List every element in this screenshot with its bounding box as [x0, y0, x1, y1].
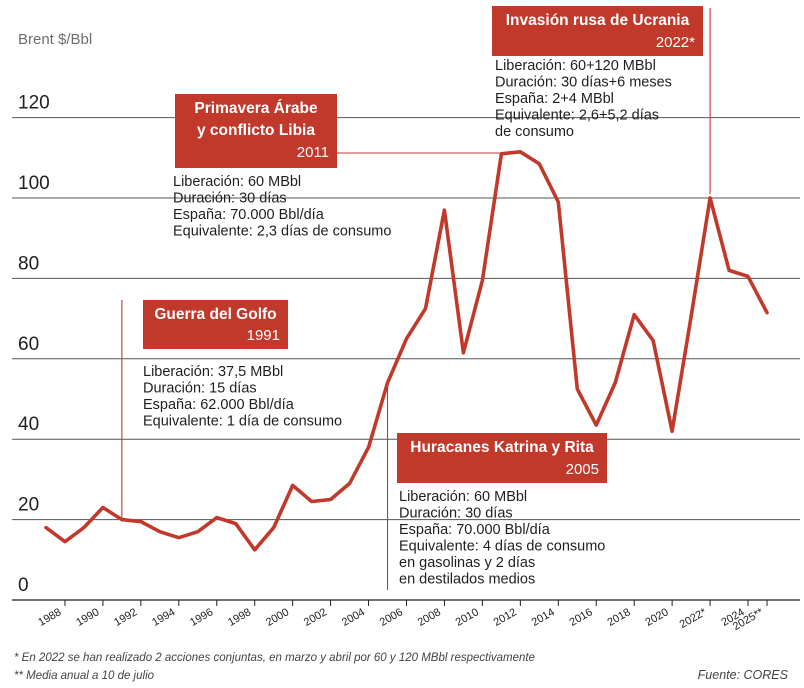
x-tick-label: 2018: [605, 606, 632, 629]
x-tick-label: 2014: [530, 606, 557, 629]
footnote-2: ** Media anual a 10 de julio: [14, 670, 155, 682]
x-tick-label: 2006: [378, 606, 405, 629]
annotation-detail-line: Duración: 30 días+6 meses: [495, 75, 672, 91]
x-tick-label: 1988: [36, 606, 63, 629]
annotation-detail-line: Equivalente: 4 días de consumo: [399, 539, 605, 555]
annotations: Guerra del Golfo 1991 Liberación: 37,5 MBb…: [143, 6, 703, 588]
annotation-detail-line: Duración: 15 días: [143, 381, 257, 397]
y-tick-labels: 0 20 40 60 80 100 120: [18, 93, 50, 596]
x-tick-label: 2012: [492, 606, 519, 629]
brent-price-line: [44, 150, 769, 552]
annotation-title: Invasión rusa de Ucrania: [506, 12, 690, 29]
annotation-detail-line: en destilados medios: [399, 572, 535, 588]
x-tick-label: 1994: [150, 606, 177, 629]
annotation-title: Guerra del Golfo: [154, 306, 276, 323]
y-tick-label: 100: [18, 173, 50, 194]
annotation-detail-line: Liberación: 60 MBbl: [173, 174, 301, 190]
annotation-title: Huracanes Katrina y Rita: [410, 439, 594, 456]
annotation-2005: Huracanes Katrina y Rita 2005: [397, 433, 607, 483]
annotation-detail-line: Equivalente: 2,6+5,2 días: [495, 108, 659, 124]
annotation-year: 1991: [247, 327, 280, 344]
footer: * En 2022 se han realizado 2 acciones co…: [14, 652, 789, 682]
x-tick-label: 1998: [226, 606, 253, 629]
annotation-2011: Primavera Árabe y conflicto Libia 2011: [175, 94, 337, 168]
annotation-detail-line: de consumo: [495, 124, 574, 140]
x-axis: 1988 1990 1992 1994 1996 1998 2000 2002 2004 2006…: [12, 599, 800, 633]
annotation-detail-line: España: 62.000 Bbl/día: [143, 397, 295, 413]
x-tick-label: 2010: [454, 606, 481, 629]
x-tick-label: 2002: [302, 606, 329, 629]
annotation-detail-line: Liberación: 37,5 MBbl: [143, 364, 283, 380]
annotation-title: y conflicto Libia: [197, 122, 315, 139]
grid: [12, 117, 800, 521]
y-tick-label: 80: [18, 253, 39, 274]
annotation-detail-line: España: 70.000 Bbl/día: [399, 522, 551, 538]
x-tick-label: 2008: [416, 606, 443, 629]
annotation-detail-line: España: 70.000 Bbl/día: [173, 207, 325, 223]
annotation-box: [397, 433, 607, 483]
annotation-detail-line: Equivalente: 2,3 días de consumo: [173, 224, 391, 240]
x-tick-label: 1992: [112, 606, 139, 629]
y-tick-label: 120: [18, 93, 50, 114]
annotation-box: [492, 6, 703, 56]
series: [44, 150, 769, 552]
annotation-1991: Guerra del Golfo 1991: [143, 300, 288, 349]
annotation-detail-line: Liberación: 60+120 MBbl: [495, 58, 656, 74]
annotation-title: Primavera Árabe: [194, 100, 318, 117]
y-tick-label: 60: [18, 334, 39, 355]
annotation-year: 2011: [297, 144, 329, 161]
annotation-detail-line: España: 2+4 MBbl: [495, 91, 614, 107]
annotation-box: [175, 94, 337, 168]
x-tick-label: 2020: [643, 606, 670, 629]
x-tick-label: 1990: [74, 606, 101, 629]
annotation-connectors: [121, 8, 711, 590]
x-tick-label: 1996: [188, 606, 215, 629]
y-tick-label: 40: [18, 414, 39, 435]
annotation-detail-line: en gasolinas y 2 días: [399, 555, 535, 571]
y-tick-label: 0: [18, 575, 29, 596]
annotation-detail-line: Liberación: 60 MBbl: [399, 489, 527, 505]
x-tick-label: 2022*: [678, 606, 710, 631]
footnote-1: * En 2022 se han realizado 2 acciones co…: [14, 652, 535, 664]
y-tick-label: 20: [18, 495, 39, 516]
x-tick-label: 2000: [264, 606, 291, 629]
x-tick-label: 2004: [340, 606, 367, 629]
annotation-year: 2005: [566, 461, 599, 478]
x-tick-label: 2016: [568, 606, 595, 629]
y-axis-label: Brent $/Bbl: [18, 31, 92, 48]
annotation-box: [143, 300, 288, 349]
annotation-detail-line: Equivalente: 1 día de consumo: [143, 414, 342, 430]
annotation-detail-line: Duración: 30 días: [173, 191, 287, 207]
annotation-year: 2022*: [656, 34, 695, 51]
annotation-2022: Invasión rusa de Ucrania 2022*: [492, 6, 703, 56]
annotation-detail-line: Duración: 30 días: [399, 506, 513, 522]
source-note: Fuente: CORES: [698, 668, 789, 682]
